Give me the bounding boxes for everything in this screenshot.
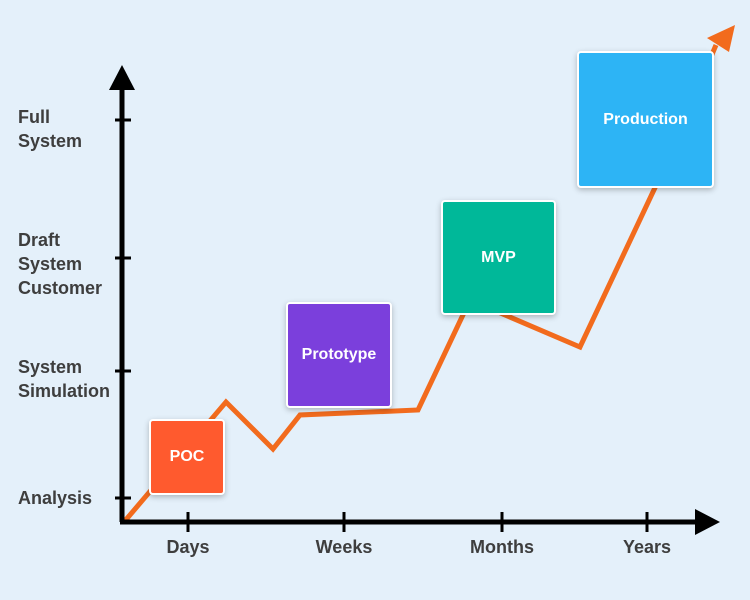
y-label-draft-system-customer: Draft System Customer — [18, 230, 103, 298]
stage-mvp-label: MVP — [481, 248, 516, 266]
stage-production-box: Production — [577, 51, 714, 188]
y-axis-arrow — [109, 65, 135, 90]
trend-line — [122, 175, 663, 524]
stage-prototype-box: Prototype — [286, 302, 392, 408]
stage-prototype-label: Prototype — [301, 346, 377, 363]
x-label-months: Months — [470, 537, 534, 557]
y-label-system-simulation: System Simulation — [18, 357, 111, 401]
y-label-analysis: Analysis — [18, 488, 93, 508]
stage-mvp-box: MVP — [441, 200, 556, 315]
x-label-years: Years — [622, 537, 672, 557]
stage-production-label: Production — [603, 110, 688, 128]
y-label-full-system: Full System — [18, 107, 83, 151]
stage-poc-box: POC — [149, 419, 225, 495]
x-axis-arrow — [695, 509, 720, 535]
x-label-weeks: Weeks — [315, 537, 373, 557]
x-label-days: Days — [166, 537, 210, 557]
trend-arrowhead — [707, 25, 735, 52]
stage-poc-label: POC — [169, 448, 205, 465]
